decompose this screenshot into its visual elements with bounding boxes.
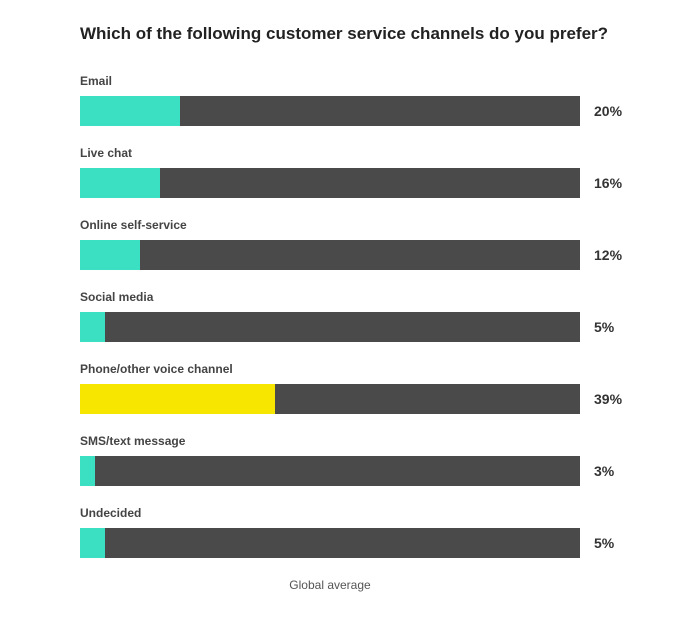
chart-title: Which of the following customer service …	[80, 24, 650, 44]
bar-value: 5%	[594, 319, 614, 335]
footer-label: Global average	[80, 578, 580, 592]
bar-value: 12%	[594, 247, 622, 263]
bar-track	[80, 384, 580, 414]
bar-row: SMS/text message 3%	[80, 434, 650, 486]
bar-label: Phone/other voice channel	[80, 362, 650, 376]
bar-fill	[80, 96, 180, 126]
bar-rows: Email 20% Live chat 16% Online self-service 1…	[80, 74, 650, 558]
bar-track	[80, 168, 580, 198]
bar-row: Email 20%	[80, 74, 650, 126]
bar-label: Undecided	[80, 506, 650, 520]
bar-row: Online self-service 12%	[80, 218, 650, 270]
bar-track	[80, 312, 580, 342]
bar-value: 5%	[594, 535, 614, 551]
bar-value: 20%	[594, 103, 622, 119]
bar-row: Undecided 5%	[80, 506, 650, 558]
bar-value: 16%	[594, 175, 622, 191]
bar-line: 5%	[80, 312, 650, 342]
bar-track	[80, 240, 580, 270]
bar-fill	[80, 456, 95, 486]
bar-fill	[80, 384, 275, 414]
bar-label: Live chat	[80, 146, 650, 160]
bar-row: Live chat 16%	[80, 146, 650, 198]
bar-fill	[80, 528, 105, 558]
bar-track	[80, 528, 580, 558]
bar-line: 39%	[80, 384, 650, 414]
bar-track	[80, 456, 580, 486]
bar-line: 16%	[80, 168, 650, 198]
bar-label: SMS/text message	[80, 434, 650, 448]
bar-fill	[80, 168, 160, 198]
bar-fill	[80, 240, 140, 270]
bar-value: 39%	[594, 391, 622, 407]
bar-line: 3%	[80, 456, 650, 486]
bar-line: 5%	[80, 528, 650, 558]
bar-track	[80, 96, 580, 126]
bar-line: 12%	[80, 240, 650, 270]
bar-label: Social media	[80, 290, 650, 304]
bar-fill	[80, 312, 105, 342]
bar-label: Email	[80, 74, 650, 88]
bar-row: Phone/other voice channel 39%	[80, 362, 650, 414]
bar-row: Social media 5%	[80, 290, 650, 342]
footer-label-text: Global average	[289, 578, 370, 592]
chart-container: Which of the following customer service …	[0, 0, 690, 612]
bar-line: 20%	[80, 96, 650, 126]
bar-label: Online self-service	[80, 218, 650, 232]
bar-value: 3%	[594, 463, 614, 479]
